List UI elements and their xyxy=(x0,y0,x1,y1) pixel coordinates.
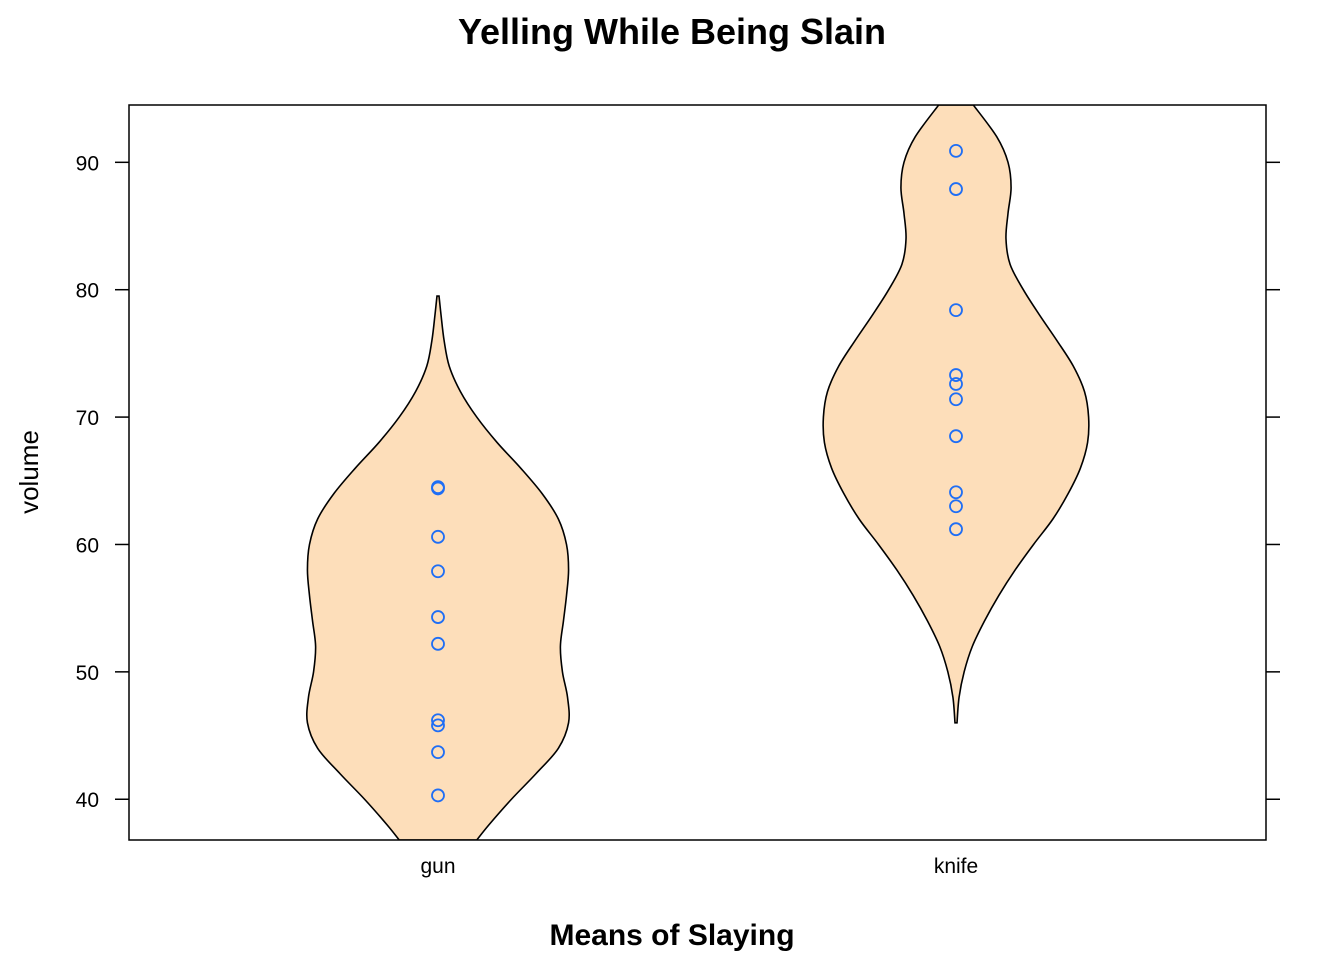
data-point-knife-3 xyxy=(949,368,963,382)
data-point-knife-8 xyxy=(949,499,963,514)
y-tick-label-50: 50 xyxy=(76,662,99,685)
x-tick-label-gun: gun xyxy=(420,855,455,878)
data-point-knife-6 xyxy=(949,429,963,444)
data-point-knife-1 xyxy=(949,182,963,196)
data-point-gun-6 xyxy=(431,713,445,728)
y-tick-label-70: 70 xyxy=(76,407,99,430)
x-tick-label-knife: knife xyxy=(934,855,978,878)
data-point-gun-1 xyxy=(431,481,445,496)
violin-layer xyxy=(306,105,1090,840)
data-point-gun-5 xyxy=(431,636,445,651)
x-axis-label: Means of Slaying xyxy=(549,919,794,952)
data-point-gun-2 xyxy=(431,529,445,544)
y-tick-label-80: 80 xyxy=(76,280,99,303)
y-tick-label-60: 60 xyxy=(76,534,99,557)
y-tick-label-90: 90 xyxy=(76,152,99,175)
data-point-gun-9 xyxy=(431,788,445,803)
data-point-knife-7 xyxy=(949,485,963,500)
chart-title: Yelling While Being Slain xyxy=(458,11,886,52)
data-point-knife-2 xyxy=(949,303,963,317)
plot-frame xyxy=(128,104,1267,841)
data-point-gun-8 xyxy=(431,745,445,760)
y-tick-label-40: 40 xyxy=(76,789,99,812)
point-layer xyxy=(431,143,963,803)
data-point-knife-4 xyxy=(949,377,963,391)
violin-gun xyxy=(306,295,570,840)
data-point-gun-7 xyxy=(431,718,445,733)
data-point-knife-5 xyxy=(949,392,963,407)
data-point-knife-9 xyxy=(949,522,963,537)
data-point-gun-4 xyxy=(431,610,445,624)
data-point-knife-0 xyxy=(949,143,963,158)
violin-knife xyxy=(822,105,1090,724)
y-axis-label: volume xyxy=(14,430,44,514)
axes-layer: gun knife 40 50 60 70 80 90 xyxy=(76,152,1280,878)
data-point-gun-3 xyxy=(431,564,445,579)
